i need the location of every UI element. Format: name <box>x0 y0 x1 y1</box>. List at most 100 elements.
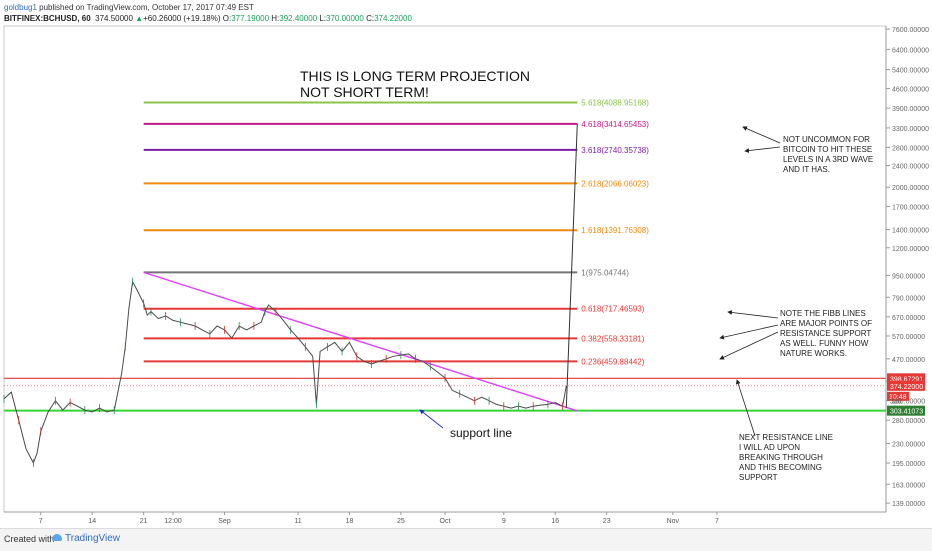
time-tick-label: 7 <box>39 518 43 525</box>
time-tick-label: 11 <box>294 518 301 525</box>
cloud-icon <box>52 534 62 541</box>
time-tick-label: Oct <box>440 518 451 525</box>
resistance-tag: 398.67291 <box>890 376 923 383</box>
resistance-tag-bg <box>887 373 925 384</box>
arrow-to-4618 <box>742 126 781 144</box>
time-tick-label: 14 <box>88 518 96 525</box>
fib-level-label: 4.618(3414.65453) <box>581 120 649 129</box>
publish-text: published on TradingView.com, October 17… <box>39 3 254 12</box>
note-fib-lines: AS WELL. FUNNY HOW <box>780 339 869 348</box>
last-price-tag-bg <box>887 380 925 391</box>
time-tick-label: 18 <box>346 518 354 525</box>
timer-tag: 10:48 <box>889 394 907 401</box>
tradingview-logo[interactable]: TradingView <box>52 533 120 544</box>
arrow-to-3618 <box>744 146 781 153</box>
price-line <box>3 280 567 465</box>
price-tick-label: 950.00000 <box>892 273 925 280</box>
time-tick-label: 23 <box>603 518 611 525</box>
arrow-to-0618 <box>727 310 779 319</box>
projection-line <box>565 123 578 409</box>
time-tick-label: 16 <box>551 518 559 525</box>
fib-level-label: 0.618(717.46593) <box>581 305 645 314</box>
note-third-wave: LEVELS IN A 3RD WAVE <box>783 155 873 164</box>
support-tag: 303.41073 <box>890 409 923 416</box>
support-line-label: support line <box>450 426 512 440</box>
price-tick-label: 670.00000 <box>892 315 925 322</box>
last-price: 374.50000 <box>95 14 133 23</box>
time-tick-label: 7 <box>715 518 719 525</box>
time-tick-label: 21 <box>140 518 148 525</box>
fib-level-label: 5.618(4088.95168) <box>581 99 649 108</box>
note-next-resistance: SUPPORT <box>739 473 778 482</box>
price-tick-label: 790.00000 <box>892 295 925 302</box>
title-line-1: THIS IS LONG TERM PROJECTION <box>300 68 530 84</box>
note-next-resistance: I WILL AD UPON <box>739 443 800 452</box>
footer: Created with TradingView <box>0 528 932 551</box>
price-tick-label: 470.00000 <box>892 357 925 364</box>
time-tick-label: Sep <box>218 518 231 525</box>
price-tick-label: 570.00000 <box>892 334 925 341</box>
price-chart[interactable]: 7 14 21 12:00 Sep 11 18 25 Oct 9 16 23 Nov 7 5.618(40… <box>0 0 932 528</box>
note-third-wave: AND IT HAS. <box>783 165 830 174</box>
grid: 7 14 21 12:00 Sep 11 18 25 Oct 9 16 23 Nov 7 <box>3 25 887 525</box>
arrow-to-resistance <box>735 379 756 437</box>
symbol-info: BITFINEX:BCHUSD, 60 374.50000 ▲+60.26000… <box>4 14 412 23</box>
price-tick-label: 4600.00000 <box>892 87 929 94</box>
time-tick-label: 25 <box>397 518 405 525</box>
fib-level-label: 2.618(2066.06023) <box>581 179 649 188</box>
last-price-tag: 374.22000 <box>890 384 923 391</box>
note-fib-lines: NOTE THE FIBB LINES <box>780 309 866 318</box>
brand-name: TradingView <box>65 533 121 544</box>
fib-level-label: 1(975.04744) <box>581 268 629 277</box>
price-tick-label: 2800.00000 <box>892 145 929 152</box>
note-fib-lines: RESISTANCE SUPPORT <box>780 329 871 338</box>
price-series <box>3 277 567 468</box>
open-label: O: <box>222 14 232 23</box>
fib-levels: 5.618(4088.95168) 4.618(3414.65453) 3.618(… <box>143 99 649 366</box>
downtrend-line <box>143 271 578 412</box>
price-tick-label: 139.00000 <box>892 501 925 508</box>
note-fib-lines: NATURE WORKS. <box>780 349 847 358</box>
price-tick-label: 3900.00000 <box>892 106 929 113</box>
price-tick-label: 280.00000 <box>892 418 925 425</box>
open-value: 377.19000 <box>231 14 270 23</box>
high-value: 392.40000 <box>279 14 318 23</box>
support-tag-bg <box>887 405 925 416</box>
symbol-label: BITFINEX:BCHUSD, 60 <box>4 14 91 23</box>
note-third-wave: BITCOIN TO HIT THESE <box>783 145 872 154</box>
price-tick-label: 195.00000 <box>892 461 925 468</box>
low-label: L: <box>319 14 327 23</box>
fib-level-label: 0.236(459.88442) <box>581 357 645 366</box>
price-tick-label: 2400.00000 <box>892 164 929 171</box>
price-axis: 7600.00000 6400.00000 5400.00000 4600.00000… <box>885 26 929 512</box>
arrow-to-0236 <box>719 331 779 360</box>
price-tick-label: 7600.00000 <box>892 27 929 34</box>
author-link[interactable]: goldbug1 <box>4 3 37 12</box>
high-label: H: <box>271 14 280 23</box>
price-tick-label: 3300.00000 <box>892 126 929 133</box>
price-tick-label: 2000.00000 <box>892 185 929 192</box>
fib-level-label: 1.618(1391.76308) <box>581 226 649 235</box>
price-tick-label: 163.00000 <box>892 482 925 489</box>
time-tick-label: 12:00 <box>164 518 182 525</box>
flag-330-label: 330 <box>890 399 902 406</box>
low-value: 370.00000 <box>326 14 364 23</box>
publish-info: goldbug1 published on TradingView.com, O… <box>4 3 254 12</box>
note-fib-lines: ARE MAJOR POINTS OF <box>780 319 872 328</box>
note-next-resistance: NEXT RESISTANCE LINE <box>739 433 833 442</box>
price-tick-label: 1200.00000 <box>892 246 929 253</box>
price-tick-label: 1700.00000 <box>892 204 929 211</box>
up-arrow-icon: ▲ <box>135 14 144 23</box>
price-tick-label: 1400.00000 <box>892 228 929 235</box>
close-value: 374.22000 <box>374 14 412 23</box>
time-tick-label: Nov <box>667 518 680 525</box>
price-tick-label: 6400.00000 <box>892 47 929 54</box>
note-third-wave: NOT UNCOMMON FOR <box>783 135 870 144</box>
arrow-to-support <box>419 409 444 429</box>
title-line-2: NOT SHORT TERM! <box>300 84 429 100</box>
plot-frame <box>3 25 887 513</box>
fib-level-label: 3.618(2740.35738) <box>581 146 649 155</box>
price-tick-label: 5400.00000 <box>892 68 929 75</box>
time-tick-label: 9 <box>502 518 506 525</box>
